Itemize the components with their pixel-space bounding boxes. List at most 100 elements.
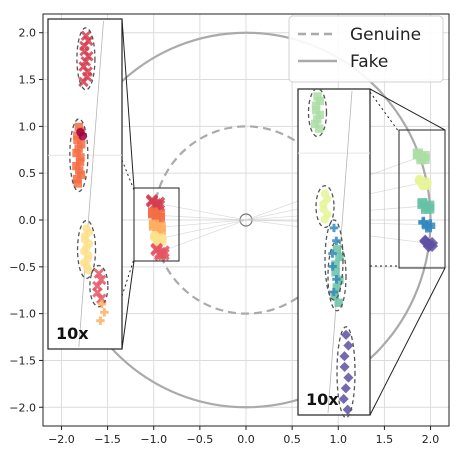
x-tick-label: 0.5	[283, 433, 301, 446]
inset-zoom-label: 10x	[56, 324, 89, 343]
x-tick-label: −1.0	[140, 433, 167, 446]
y-tick-label: 0.5	[19, 167, 37, 180]
plot-frame	[42, 13, 450, 427]
cluster-point	[414, 175, 425, 186]
inset-ray	[78, 20, 104, 348]
cluster-point	[157, 248, 170, 261]
inset-point	[77, 140, 86, 149]
inset-panel: 10x	[297, 87, 371, 419]
inset-point	[73, 179, 82, 188]
inset-point	[343, 340, 354, 351]
inset-point	[315, 110, 325, 120]
cluster-ellipse	[76, 219, 97, 280]
inset-point	[331, 260, 340, 269]
inset-panel: 10x	[47, 18, 123, 350]
inset-point	[72, 161, 81, 171]
cluster-ellipse	[307, 87, 328, 138]
cluster-point	[424, 203, 435, 214]
inset-point	[83, 51, 94, 62]
cluster-ellipse	[336, 326, 356, 419]
inset-point	[76, 153, 85, 162]
cluster-ellipse	[76, 27, 96, 91]
connector-line	[121, 260, 135, 350]
inset-point	[73, 131, 82, 140]
zoom-region	[133, 187, 180, 262]
x-tick-label: −2.0	[48, 433, 75, 446]
inset-point	[340, 383, 351, 394]
cluster-point	[412, 149, 423, 160]
inset-point	[311, 106, 321, 115]
inset-point	[72, 174, 82, 184]
inset-point	[92, 287, 103, 298]
inset-point	[329, 223, 339, 233]
inset-point	[311, 119, 320, 129]
legend-label-fake: Fake	[350, 52, 388, 72]
cluster-point	[425, 222, 436, 233]
radial-ray	[156, 214, 247, 221]
cluster-point	[417, 199, 428, 210]
inset-point	[331, 268, 340, 277]
connector-dotted	[121, 258, 135, 297]
y-tick-label: 0.0	[19, 214, 37, 227]
connector-dotted	[369, 91, 400, 133]
inset-point	[75, 166, 84, 175]
connector-line	[121, 18, 135, 189]
inset-point	[72, 148, 81, 158]
inset-connectors	[121, 18, 446, 416]
inset-point	[328, 262, 337, 271]
inset-point	[342, 404, 353, 415]
inset-point	[74, 144, 83, 153]
inset-point	[100, 308, 109, 317]
inset-point	[93, 268, 105, 279]
zoom-region	[398, 129, 446, 269]
inset-point	[329, 287, 339, 297]
cluster-point	[418, 217, 429, 228]
connector-dotted	[121, 159, 135, 191]
inset-point	[332, 283, 342, 292]
inset-point	[96, 316, 105, 325]
inset-zoom-label: 10x	[306, 390, 339, 409]
inset-point	[73, 135, 82, 145]
inset-point	[96, 293, 107, 304]
inset-point	[332, 275, 341, 284]
connector-line	[369, 267, 446, 416]
radial-ray	[158, 219, 247, 240]
cluster-point	[145, 195, 159, 208]
y-tick-label: 1.5	[19, 74, 37, 87]
y-tick-label: −2.0	[9, 401, 36, 414]
radial-ray	[155, 202, 247, 221]
inset-point	[340, 329, 352, 340]
inset-point	[314, 124, 324, 133]
inset-point	[313, 92, 322, 101]
cluster-point	[150, 243, 163, 257]
x-tick-label: 1.5	[376, 433, 394, 446]
cluster-ellipse	[324, 219, 344, 301]
inset-point	[339, 361, 350, 372]
legend-label-genuine: Genuine	[350, 25, 421, 45]
inset-point	[75, 157, 85, 166]
cluster-point	[155, 225, 166, 236]
y-tick-label: 2.0	[19, 27, 37, 40]
y-tick-label: −1.5	[9, 354, 36, 367]
x-tick-label: 1.0	[330, 433, 348, 446]
cluster-point	[147, 208, 158, 219]
x-tick-label: 0.0	[237, 433, 255, 446]
inset-point	[74, 122, 84, 132]
y-tick-label: 1.0	[19, 120, 37, 133]
radial-ray	[160, 219, 247, 253]
cluster-point	[154, 212, 165, 223]
inset-point	[311, 101, 321, 110]
cluster-points	[145, 148, 439, 262]
inset-point	[334, 298, 343, 307]
x-tick-label: 2.0	[422, 433, 440, 446]
inset-point	[332, 236, 341, 245]
inset-point	[320, 215, 330, 224]
inset-point	[313, 115, 322, 124]
inset-point	[78, 76, 89, 88]
x-tick-label: −0.5	[187, 433, 214, 446]
inset-point	[96, 274, 107, 286]
axis-ticks: −2.0 −1.5 −1.0 −0.5 0.0 0.5 1.0 1.5 2.0 2.0 1.5 1.0…	[9, 27, 439, 446]
x-tick-label: −1.5	[94, 433, 121, 446]
inset-point	[328, 249, 337, 258]
